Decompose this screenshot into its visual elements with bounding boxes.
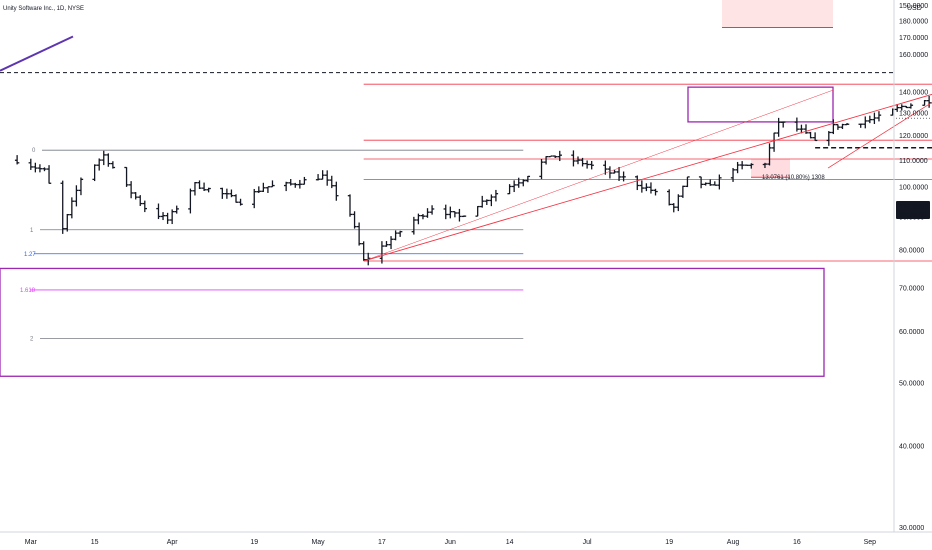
time-tick-label: Jul	[583, 539, 592, 546]
price-tick-label: 30.0000	[899, 525, 924, 532]
time-tick-label: 15	[91, 539, 99, 546]
time-axis[interactable]: Mar15Apr19May17Jun14Jul19Aug16Sep20Oct18…	[0, 531, 932, 546]
time-tick-label: 19	[665, 539, 673, 546]
target-box-bottom[interactable]	[0, 267, 825, 377]
time-tick-label: May	[311, 539, 325, 546]
trend-line-purple[interactable]	[0, 35, 74, 72]
current-price-badge	[896, 201, 930, 219]
price-axis-top-label: 150.0000	[899, 3, 928, 10]
price-tick-label: 130.0000	[899, 111, 928, 118]
current-price-label: 127.6500	[899, 204, 928, 211]
price-tick-label: 60.0000	[899, 329, 924, 336]
fib-left-label: 1.27	[24, 252, 36, 258]
time-tick-label: Apr	[167, 539, 179, 546]
price-tick-label: 120.0000	[899, 133, 928, 140]
price-tick-label: 170.0000	[899, 35, 928, 42]
time-tick-label: Mar	[25, 539, 38, 546]
price-tick-label: 100.0000	[899, 185, 928, 192]
currency-label[interactable]: USD	[907, 5, 922, 12]
price-tick-label: 140.0000	[899, 90, 928, 97]
price-tick-label: 160.0000	[899, 52, 928, 59]
price-tick-label: 70.0000	[899, 285, 924, 292]
fib-left-label: 0	[32, 148, 36, 154]
time-tick-label: 19	[250, 539, 258, 546]
countdown-label: 05:35:08	[899, 212, 926, 219]
price-axis[interactable]: 30.0000 40.0000 50.0000 60.0000 70.0000 80.00…	[893, 0, 930, 532]
trend-channel-line-thin[interactable]	[363, 89, 834, 262]
time-tick-label: 17	[378, 539, 386, 546]
price-tick-label: 40.0000	[899, 443, 924, 450]
price-bars	[14, 95, 932, 266]
price-tick-label: 50.0000	[899, 380, 924, 387]
time-tick-label: 16	[793, 539, 801, 546]
price-tick-label: 110.0000	[899, 158, 928, 165]
trend-channel-line[interactable]	[363, 83, 932, 262]
time-tick-label: Sep	[864, 539, 877, 546]
fib-left-label: 2	[30, 337, 34, 343]
projection-line[interactable]	[827, 81, 932, 169]
target-zone-top[interactable]	[722, 0, 833, 28]
fib-left-label: 1.618	[20, 288, 36, 294]
fib-left-label: 1	[30, 228, 34, 234]
price-tick-label: 80.0000	[899, 248, 924, 255]
time-tick-label: 14	[506, 539, 514, 546]
time-tick-label: Jun	[445, 539, 456, 546]
chart-title: Unity Software Inc., 1D, NYSE	[3, 6, 84, 12]
time-tick-label: Aug	[727, 539, 740, 546]
target-zone-small[interactable]	[751, 158, 790, 178]
overlay-layer[interactable]: 13.0761 (10.80%) 1308	[0, 35, 932, 262]
consolidation-box[interactable]	[687, 86, 834, 123]
drawing-layer[interactable]	[0, 0, 834, 377]
measure-annotation: 13.0761 (10.80%) 1308	[762, 175, 825, 181]
price-tick-label: 180.0000	[899, 19, 928, 26]
